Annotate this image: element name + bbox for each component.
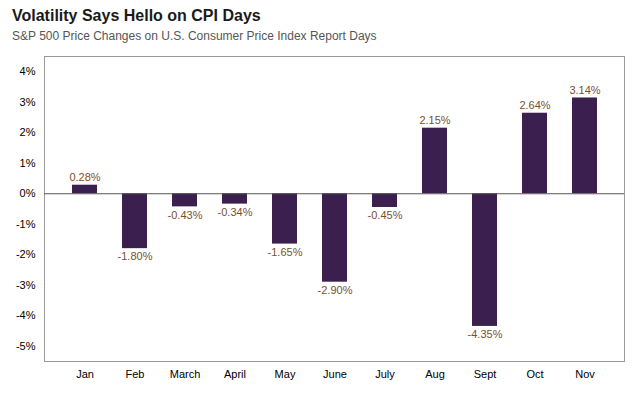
- svg-text:-5%: -5%: [16, 340, 36, 352]
- svg-text:2.15%: 2.15%: [419, 114, 450, 126]
- svg-text:-4.35%: -4.35%: [468, 328, 503, 340]
- svg-text:0.28%: 0.28%: [69, 171, 100, 183]
- svg-text:-1.80%: -1.80%: [118, 250, 153, 262]
- svg-text:-4%: -4%: [16, 309, 36, 321]
- svg-text:1%: 1%: [20, 157, 36, 169]
- svg-text:April: April: [224, 368, 246, 380]
- svg-text:-0.43%: -0.43%: [168, 209, 203, 221]
- svg-text:Feb: Feb: [126, 368, 145, 380]
- svg-text:Sept: Sept: [474, 368, 497, 380]
- svg-text:Nov: Nov: [575, 368, 595, 380]
- svg-text:July: July: [375, 368, 395, 380]
- svg-text:March: March: [170, 368, 201, 380]
- svg-text:Aug: Aug: [425, 368, 445, 380]
- svg-text:May: May: [275, 368, 296, 380]
- svg-text:Oct: Oct: [526, 368, 543, 380]
- svg-text:2%: 2%: [20, 126, 36, 138]
- svg-text:-1%: -1%: [16, 218, 36, 230]
- svg-text:-3%: -3%: [16, 279, 36, 291]
- svg-text:4%: 4%: [20, 65, 36, 77]
- svg-text:-2.90%: -2.90%: [318, 284, 353, 296]
- svg-text:2.64%: 2.64%: [519, 99, 550, 111]
- svg-text:-0.45%: -0.45%: [368, 209, 403, 221]
- svg-text:-2%: -2%: [16, 248, 36, 260]
- svg-text:-1.65%: -1.65%: [268, 246, 303, 258]
- html-text:S&P 500 Price Changes on U.S.: S&P 500 Price Changes on U.S. Consumer P…: [12, 29, 377, 43]
- svg-text:June: June: [323, 368, 347, 380]
- svg-text:Jan: Jan: [76, 368, 94, 380]
- svg-text:3%: 3%: [20, 96, 36, 108]
- html-text:Volatility Says Hello on CPI D: Volatility Says Hello on CPI Days: [12, 7, 261, 24]
- svg-text:3.14%: 3.14%: [569, 84, 600, 96]
- svg-text:-0.34%: -0.34%: [218, 206, 253, 218]
- svg-text:0%: 0%: [20, 187, 36, 199]
